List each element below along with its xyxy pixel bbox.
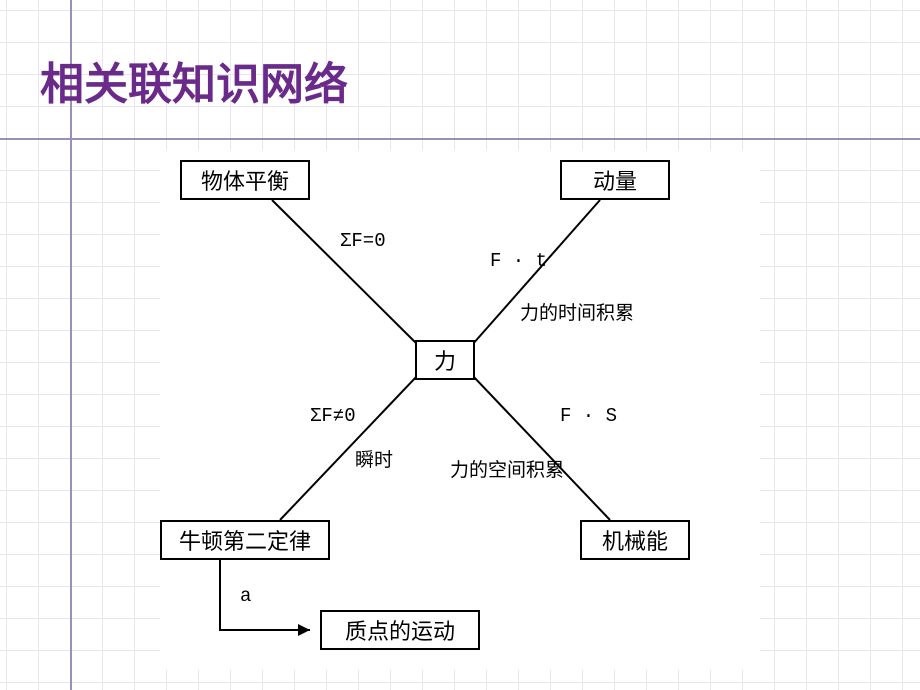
accent-horizontal-line [0,138,920,140]
label-a: a [240,585,251,607]
page-title: 相关联知识网络 [40,48,348,112]
label-sumFneq: ΣF≠0 [310,405,356,427]
label-timeacc: 力的时间积累 [520,298,634,325]
label-instant: 瞬时 [355,445,393,472]
label-Ft: F · t [490,250,547,272]
node-newton: 牛顿第二定律 [160,520,330,560]
node-force: 力 [415,340,475,380]
node-balance: 物体平衡 [180,160,310,200]
node-energy: 机械能 [580,520,690,560]
label-sumF0: ΣF=0 [340,230,386,252]
node-motion: 质点的运动 [320,610,480,650]
concept-diagram: 物体平衡 动量 力 牛顿第二定律 机械能 质点的运动 ΣF=0 F · t 力的… [160,150,760,670]
label-Fs: F · S [560,405,617,427]
label-spaceacc: 力的空间积累 [450,455,564,482]
node-momentum: 动量 [560,160,670,200]
